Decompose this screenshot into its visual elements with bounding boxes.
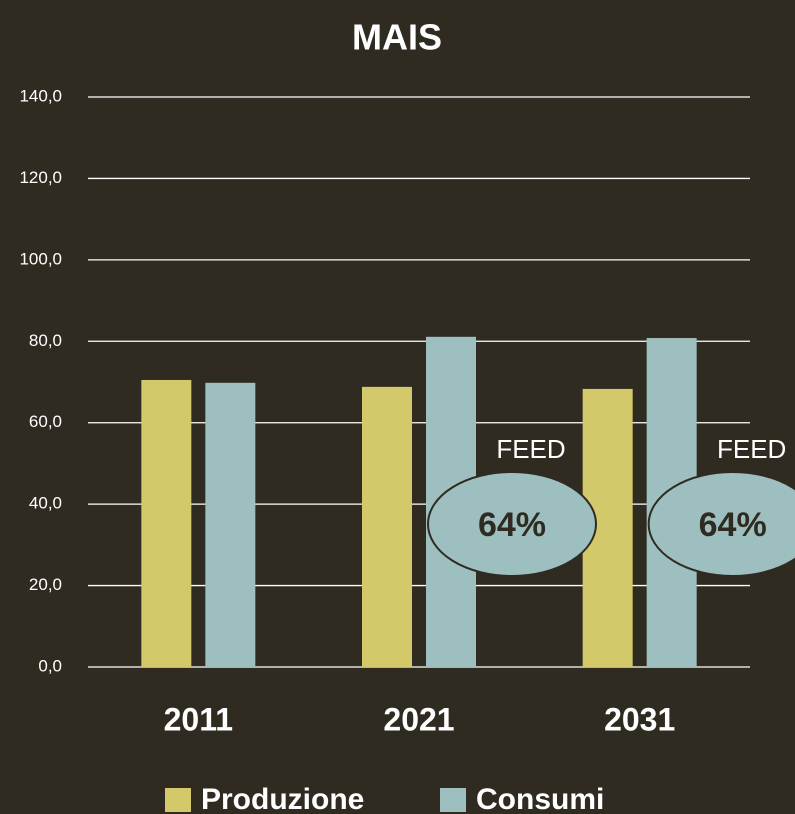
legend-swatch	[165, 788, 191, 812]
annotation-label: FEED	[496, 434, 565, 464]
x-tick-label: 2021	[383, 701, 454, 737]
y-tick-label: 100,0	[19, 249, 62, 268]
y-tick-label: 0,0	[38, 656, 62, 675]
y-tick-label: 120,0	[19, 168, 62, 187]
bar	[205, 382, 256, 667]
annotation-badge	[647, 471, 795, 577]
legend-label: Produzione	[201, 783, 364, 814]
annotation-badge	[427, 471, 597, 577]
legend-swatch	[440, 788, 466, 812]
y-tick-label: 80,0	[29, 331, 62, 350]
y-tick-label: 60,0	[29, 412, 62, 431]
annotation-label: FEED	[717, 434, 786, 464]
y-tick-label: 140,0	[19, 86, 62, 105]
annotation-value: 64%	[699, 506, 767, 544]
y-tick-label: 40,0	[29, 494, 62, 513]
bar	[362, 386, 412, 667]
legend-label: Consumi	[476, 783, 604, 814]
bar	[141, 379, 192, 667]
x-tick-label: 2011	[164, 701, 233, 737]
chart-title: MAIS	[352, 17, 442, 58]
x-tick-label: 2031	[604, 701, 675, 737]
y-tick-label: 20,0	[29, 575, 62, 594]
annotation-value: 64%	[478, 506, 546, 544]
